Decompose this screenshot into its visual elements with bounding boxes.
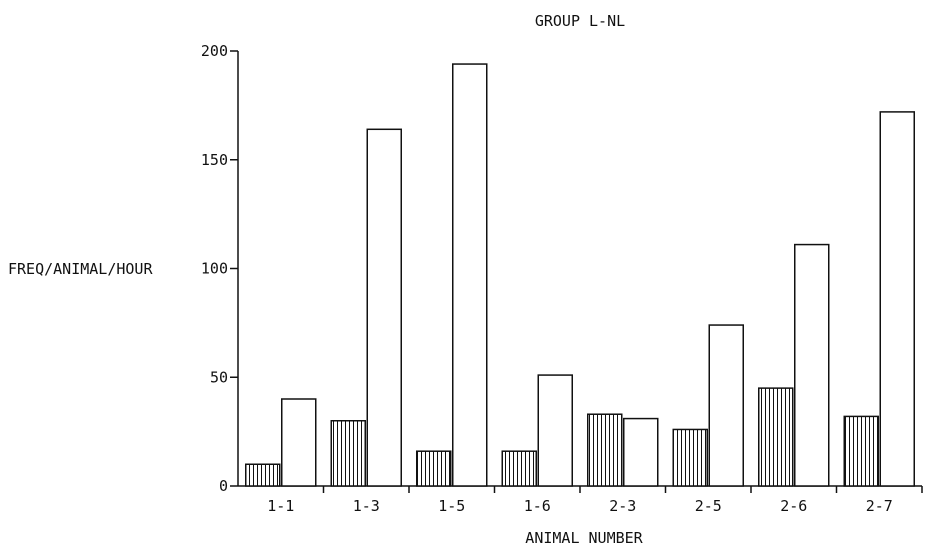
bar-hatched: [245, 463, 281, 487]
y-tick-label: 150: [201, 151, 228, 169]
y-tick-label: 200: [201, 42, 228, 60]
chart-title: GROUP L-NL: [535, 12, 625, 30]
x-tick-label: 1-5: [438, 497, 465, 515]
bar-open: [708, 324, 744, 487]
bar-open: [366, 128, 402, 487]
bars: [245, 63, 915, 487]
bar-hatched: [587, 413, 623, 487]
y-tick-label: 100: [201, 260, 228, 278]
bar-hatched: [501, 450, 537, 487]
bar-hatched: [416, 450, 452, 487]
bar-open: [623, 417, 659, 487]
bar-open: [281, 398, 317, 487]
bar-open: [537, 374, 573, 487]
x-tick-label: 2-6: [780, 497, 807, 515]
x-axis-label: ANIMAL NUMBER: [525, 529, 643, 547]
x-tick-label: 1-3: [353, 497, 380, 515]
bar-hatched: [330, 420, 366, 487]
bar-hatched: [843, 415, 879, 487]
y-tick-label: 50: [210, 368, 228, 386]
bar-open: [879, 111, 915, 487]
x-axis: 1-1 1-3 1-5 1-6 2-3 2-5 2-6 2-7: [238, 485, 923, 515]
x-tick-label: 1-1: [267, 497, 294, 515]
bar-open: [794, 243, 830, 487]
x-tick-label: 2-5: [695, 497, 722, 515]
bar-hatched: [758, 387, 794, 487]
y-tick-label: 0: [219, 477, 228, 495]
x-tick-label: 1-6: [524, 497, 551, 515]
y-axis-label: FREQ/ANIMAL/HOUR: [8, 260, 153, 278]
y-axis: 0 50 100 150 200: [201, 42, 239, 495]
x-tick-label: 2-7: [866, 497, 893, 515]
bar-hatched: [672, 428, 708, 487]
x-tick-label: 2-3: [609, 497, 636, 515]
bar-open: [452, 63, 488, 487]
